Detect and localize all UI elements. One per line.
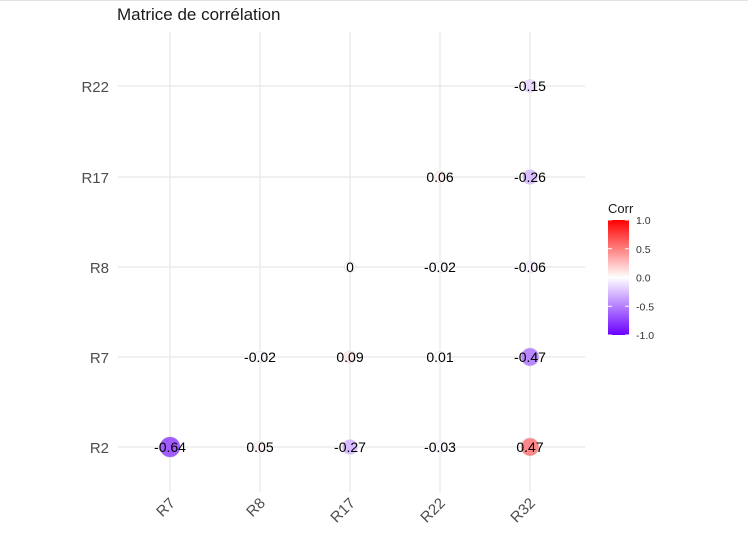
- correlation-label: 0.09: [336, 349, 363, 365]
- correlation-label: -0.06: [514, 259, 546, 275]
- y-axis-tick-labels: R2 R7 R8 R17 R22: [81, 79, 109, 457]
- x-tick-label: R32: [507, 495, 538, 526]
- correlation-label: -0.02: [424, 259, 456, 275]
- x-axis-tick-labels: R7 R8 R17 R22 R32: [153, 495, 539, 526]
- correlation-point: [254, 351, 266, 363]
- correlation-cells: -0.64 0.05 -0.27 -0.03 0.47 -0.02 0.09 0.01 -0.4…: [154, 78, 546, 458]
- legend-tick-label: 1.0: [636, 215, 651, 227]
- correlation-label: -0.03: [424, 439, 456, 455]
- legend-title: Corr: [608, 201, 634, 216]
- correlation-label: -0.64: [154, 439, 186, 455]
- correlation-point: [343, 350, 357, 364]
- correlation-point: [253, 440, 267, 454]
- top-border: [0, 0, 748, 1]
- x-tick-label: R8: [243, 495, 269, 521]
- x-tick-label: R7: [153, 495, 179, 521]
- correlation-label: -0.27: [334, 439, 366, 455]
- correlation-point: [344, 261, 356, 273]
- legend-tick-label: -1.0: [636, 330, 654, 342]
- y-tick-label: R8: [90, 260, 109, 277]
- correlation-point: [522, 169, 538, 185]
- correlation-label: 0: [346, 259, 354, 275]
- legend-tick-label: 0.5: [636, 244, 651, 256]
- correlation-point: [434, 351, 446, 363]
- y-tick-label: R22: [81, 79, 109, 96]
- y-tick-label: R17: [81, 170, 109, 187]
- legend-tick-label: -0.5: [636, 301, 654, 313]
- legend-color-bar: [608, 220, 629, 335]
- correlation-label: 0.06: [426, 169, 453, 185]
- y-tick-label: R7: [90, 350, 109, 367]
- correlation-point: [520, 347, 540, 367]
- correlation-point: [433, 440, 447, 454]
- correlation-point: [342, 439, 358, 455]
- correlation-label: -0.02: [244, 349, 276, 365]
- correlation-label: 0.01: [426, 349, 453, 365]
- correlation-point: [434, 261, 446, 273]
- correlation-label: -0.47: [514, 349, 546, 365]
- y-tick-label: R2: [90, 440, 109, 457]
- x-tick-label: R22: [417, 495, 448, 526]
- chart-title: Matrice de corrélation: [117, 5, 281, 24]
- correlation-label: 0.05: [246, 439, 273, 455]
- x-tick-label: R17: [327, 495, 358, 526]
- correlation-label: -0.15: [514, 78, 546, 94]
- correlation-point: [520, 437, 540, 457]
- correlation-point: [523, 260, 537, 274]
- legend-tick-label: 0.0: [636, 273, 651, 285]
- correlation-label: -0.26: [514, 169, 546, 185]
- correlation-point: [159, 436, 181, 458]
- correlation-label: 0.47: [516, 439, 543, 455]
- correlation-point: [523, 79, 537, 93]
- correlation-point: [433, 170, 447, 184]
